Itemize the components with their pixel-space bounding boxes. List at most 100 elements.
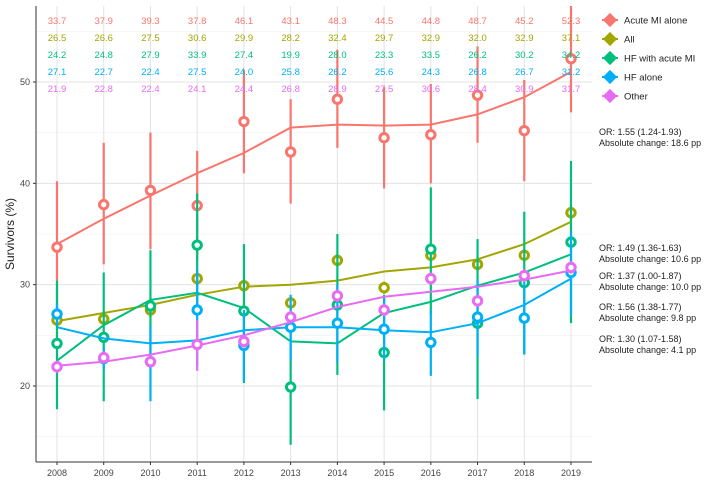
value-label: 43.1 [281,16,300,27]
value-label: 26.7 [515,67,534,78]
value-label: 37.8 [188,16,207,27]
value-label: 24.3 [422,67,441,78]
value-label: 28.0 [328,50,347,61]
value-label: 29.7 [375,33,394,44]
legend-label: HF alone [624,73,663,84]
value-label: 27.5 [188,67,207,78]
value-label: 26.2 [468,50,487,61]
legend-key-diamond [602,31,618,47]
value-label: 21.9 [48,84,67,95]
value-label: 22.7 [94,67,113,78]
annotation-line: Absolute change: 9.8 pp [599,313,696,323]
value-label: 34.2 [562,50,581,61]
annotation-line: Absolute change: 18.6 pp [599,138,701,148]
value-label: 30.2 [515,50,534,61]
data-point [144,355,157,368]
value-label: 28.2 [281,33,300,44]
data-point [51,361,63,373]
trend-line [56,220,572,323]
value-label: 24.2 [48,50,67,61]
data-point [425,128,437,141]
annotation-line: OR: 1.56 (1.38-1.77) [599,302,682,312]
value-label: 28.9 [328,84,347,95]
value-label: 30.6 [188,33,207,44]
value-label: 26.5 [48,33,67,44]
data-point [331,93,344,105]
value-label: 25.6 [375,67,394,78]
legend-key-diamond [602,12,618,28]
data-point [565,52,577,65]
value-label: 27.9 [141,50,160,61]
x-tick-label: 2013 [281,468,301,478]
x-tick-label: 2016 [421,468,441,478]
value-label: 37.9 [94,16,113,27]
value-label: 33.9 [188,50,207,61]
data-point [284,381,297,393]
legend: Acute MI alone All HF with acute MI HF alon… [602,12,695,104]
x-tick-label: 2009 [94,468,114,478]
value-label: 22.8 [94,84,113,95]
annotation-line: Absolute change: 10.6 pp [599,254,701,264]
value-label: 26.8 [468,67,487,78]
data-point [378,132,390,144]
data-point [284,321,297,333]
data-point [518,312,530,324]
value-label: 52.3 [562,16,581,27]
value-label: 26.2 [328,67,347,78]
value-label: 32.4 [328,33,347,44]
data-point [565,261,577,274]
y-tick-label: 50 [20,77,30,87]
value-label: 44.8 [422,16,441,27]
value-label: 32.9 [422,33,441,44]
annotations: OR: 1.55 (1.24-1.93)Absolute change: 18.… [599,127,701,355]
data-point [144,184,157,197]
legend-label: All [624,35,635,46]
value-label: 39.3 [141,16,160,27]
annotation-line: OR: 1.55 (1.24-1.93) [599,127,682,137]
data-point [51,308,63,320]
data-point [471,295,484,307]
data-point [425,336,437,349]
x-tick-label: 2018 [514,468,534,478]
data-point [378,304,390,316]
x-tick-label: 2012 [234,468,254,478]
y-ticks: 2030405060 [20,77,36,391]
legend-key-diamond [602,69,618,85]
data-point [471,89,484,101]
y-tick-label: 30 [20,280,30,290]
annotation-line: OR: 1.37 (1.00-1.87) [599,271,682,281]
x-tick-label: 2014 [327,468,347,478]
data-point [238,115,250,128]
x-tick-label: 2017 [468,468,488,478]
data-point [331,290,344,302]
value-labels: 33.7 37.9 39.3 37.8 46.1 43.1 48.3 44.5 44.8 48.7… [48,16,581,95]
x-ticks: 2008 2009 2010 2011 2012 2013 2014 2015 2016 2017… [47,462,581,478]
data-point [51,241,63,253]
annotation-line: Absolute change: 10.0 pp [599,282,701,292]
legend-label: Other [624,92,648,103]
data-point [98,198,110,211]
value-label: 24.1 [188,84,207,95]
value-label: 27.4 [235,50,254,61]
value-label: 30.9 [515,84,534,95]
y-axis-title: Survivors (%) [3,198,17,270]
value-label: 27.5 [141,33,160,44]
data-point [378,323,390,335]
y-tick-label: 40 [20,178,30,188]
value-label: 32.9 [515,33,534,44]
trend-line [56,269,572,367]
value-label: 26.6 [94,33,113,44]
value-label: 48.3 [328,16,347,27]
value-label: 33.5 [422,50,441,61]
value-label: 45.2 [515,16,534,27]
data-point [284,311,297,323]
value-label: 46.1 [235,16,254,27]
annotation-line: Absolute change: 4.1 pp [599,345,696,355]
value-label: 31.7 [562,84,581,95]
value-label: 27.5 [375,84,394,95]
value-label: 24.4 [235,84,254,95]
value-label: 44.5 [375,16,394,27]
value-label: 30.6 [422,84,441,95]
legend-label: Acute MI alone [624,16,687,27]
